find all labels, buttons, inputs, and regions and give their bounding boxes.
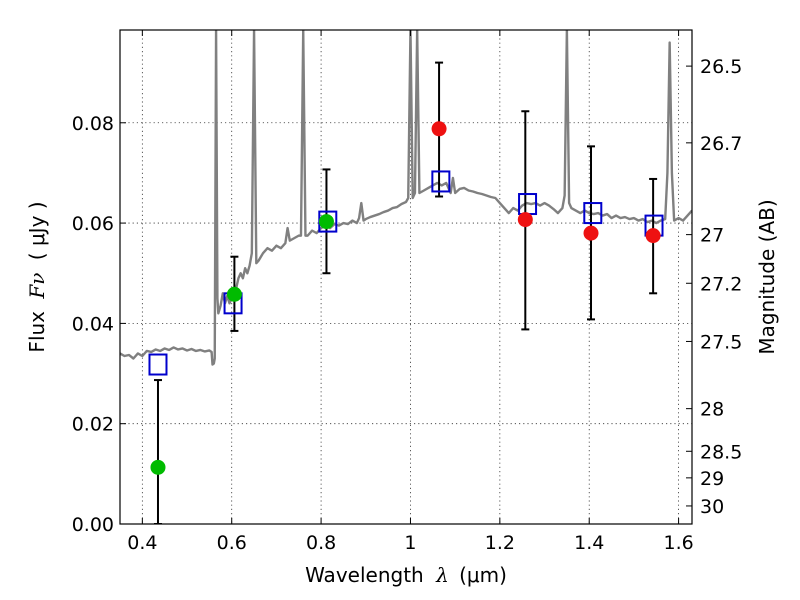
model-photometry-point <box>431 170 451 193</box>
x-axis-label: Wavelength λ (μm) <box>305 563 507 587</box>
x-axis-ticks: 0.4 0.6 0.8 1 1.2 1.4 1.6 <box>127 30 694 554</box>
x-tick-label: 1.4 <box>574 532 604 554</box>
model-photometry-point <box>583 202 603 225</box>
x-tick-label: 0.6 <box>217 532 247 554</box>
y2-tick-label: 30 <box>700 496 724 518</box>
x-tick-label: 1.2 <box>485 532 515 554</box>
y2-axis-label: Magnitude (AB) <box>755 199 779 354</box>
model-photometry-point <box>148 353 168 376</box>
y2-tick-label: 27.5 <box>700 331 742 353</box>
y2-axis-ticks: 26.5 26.7 27 27.2 27.5 28 28.5 29 30 <box>686 56 742 518</box>
y2-tick-label: 26.5 <box>700 56 742 78</box>
y-tick-label: 0.04 <box>72 313 114 335</box>
observed-photometry-point <box>583 225 599 241</box>
y-tick-label: 0.06 <box>72 213 114 235</box>
x-tick-label: 0.4 <box>127 532 157 554</box>
y-tick-label: 0.00 <box>72 514 114 536</box>
y-axis-ticks: 0.00 0.02 0.04 0.06 0.08 <box>72 113 126 536</box>
y2-tick-label: 28 <box>700 399 724 421</box>
y-axis-label: Flux Fν ( μJy ) <box>25 201 49 352</box>
model-spectrum-series <box>120 30 692 366</box>
observed-photometry-point <box>517 212 533 228</box>
y2-tick-label: 27 <box>700 225 724 247</box>
grid <box>120 30 692 525</box>
observed-photometry-point <box>645 228 661 244</box>
plot-frame <box>119 29 693 525</box>
y2-tick-label: 27.2 <box>700 273 742 295</box>
spectrum-line <box>120 30 692 366</box>
y2-tick-label: 28.5 <box>700 441 742 463</box>
y2-tick-label: 26.7 <box>700 133 742 155</box>
observed-photometry-point <box>431 121 447 137</box>
observed-photometry-series <box>150 121 661 475</box>
y2-tick-label: 29 <box>700 468 724 490</box>
x-tick-label: 1.6 <box>663 532 693 554</box>
y-tick-label: 0.08 <box>72 113 114 135</box>
x-tick-label: 1 <box>404 532 416 554</box>
observed-photometry-point <box>226 286 242 302</box>
y-tick-label: 0.02 <box>72 414 114 436</box>
x-tick-label: 0.8 <box>306 532 336 554</box>
observed-photometry-point <box>150 459 166 475</box>
observed-photometry-point <box>318 214 334 230</box>
